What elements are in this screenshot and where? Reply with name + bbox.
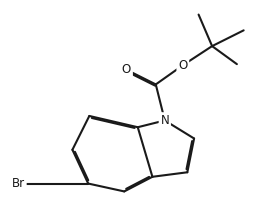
Text: O: O: [178, 59, 187, 72]
Text: O: O: [122, 63, 131, 76]
Text: N: N: [160, 114, 169, 127]
Text: Br: Br: [12, 177, 25, 190]
